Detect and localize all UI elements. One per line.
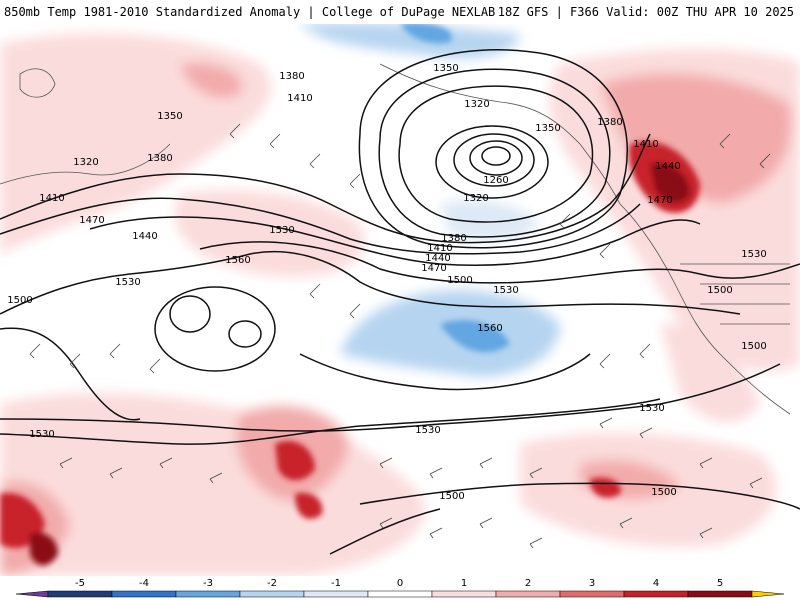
legend-color-segment [367, 590, 433, 598]
legend-tick-label: -2 [267, 578, 277, 589]
legend-arrow-high [751, 590, 785, 598]
contour-label: 1470 [647, 195, 672, 206]
contour-label: 1500 [741, 341, 766, 352]
contour-label: 1380 [441, 233, 466, 244]
contour-label: 1530 [415, 425, 440, 436]
contour-label: 1470 [79, 215, 104, 226]
legend-tick-label: -1 [331, 578, 341, 589]
contour-label: 1500 [651, 487, 676, 498]
contour-label: 1410 [427, 243, 452, 254]
contour-label: 1410 [633, 139, 658, 150]
contour-label: 1530 [493, 285, 518, 296]
contour-label: 1410 [287, 93, 312, 104]
legend-tick-label: 5 [717, 578, 723, 589]
legend-tick-label: -3 [203, 578, 213, 589]
anomaly-shading-strong [0, 24, 700, 566]
legend-color-segment [559, 590, 625, 598]
contour-label: 1530 [741, 249, 766, 260]
legend-color-segment [239, 590, 305, 598]
contour-label: 1320 [463, 193, 488, 204]
legend-tick-label: 3 [589, 578, 595, 589]
contour-label: 1350 [433, 63, 458, 74]
contour-label: 1470 [421, 263, 446, 274]
contour-label: 1320 [73, 157, 98, 168]
legend-color-segment [175, 590, 241, 598]
legend-color-segment [623, 590, 689, 598]
contour-label: 1440 [655, 161, 680, 172]
contour-label: 1530 [115, 277, 140, 288]
contour-label: 1560 [477, 323, 502, 334]
legend-tick-labels: -5 -4 -3 -2 -1 0 1 2 3 4 5 [75, 578, 723, 589]
contour-label: 1380 [597, 117, 622, 128]
contour-label: 1350 [157, 111, 182, 122]
map-title: 850mb Temp 1981-2010 Standardized Anomal… [4, 5, 496, 19]
legend-tick-label: -5 [75, 578, 85, 589]
contour-label: 1320 [464, 99, 489, 110]
contour-label: 1380 [279, 71, 304, 82]
contour-label: 1350 [535, 123, 560, 134]
legend-tick-label: 1 [461, 578, 467, 589]
contour-label: 1530 [269, 225, 294, 236]
contour-label: 1500 [439, 491, 464, 502]
model-valid-time: 18Z GFS | F366 Valid: 00Z THU APR 10 202… [497, 5, 794, 19]
contour-label: 1440 [132, 231, 157, 242]
legend-color-segment [111, 590, 177, 598]
contour-label: 1500 [707, 285, 732, 296]
contour-label: 1410 [39, 193, 64, 204]
legend-tick-label: 2 [525, 578, 531, 589]
legend-color-segment [431, 590, 497, 598]
contour-label: 1440 [425, 253, 450, 264]
legend-tick-label: 0 [397, 578, 403, 589]
contour-label: 1500 [7, 295, 32, 306]
legend-color-segment [687, 590, 753, 598]
legend-color-segment [47, 590, 113, 598]
legend-color-segment [495, 590, 561, 598]
legend-tick-label: 4 [653, 578, 659, 589]
legend-color-bar [15, 590, 785, 598]
coastlines [0, 63, 791, 415]
height-contours [0, 49, 800, 555]
header-bar: 850mb Temp 1981-2010 Standardized Anomal… [0, 0, 800, 25]
color-scale-legend: -5 -4 -3 -2 -1 0 1 2 3 4 5 [0, 576, 800, 600]
contour-label: 1260 [483, 175, 508, 186]
wind-barbs [29, 123, 771, 549]
contour-label: 1380 [147, 153, 172, 164]
contour-label: 1560 [225, 255, 250, 266]
contour-label: 1500 [447, 275, 472, 286]
legend-arrow-low [15, 590, 49, 598]
legend-color-segment [303, 590, 369, 598]
contour-label: 1530 [29, 429, 54, 440]
contour-label: 1530 [639, 403, 664, 414]
legend-tick-label: -4 [139, 578, 149, 589]
